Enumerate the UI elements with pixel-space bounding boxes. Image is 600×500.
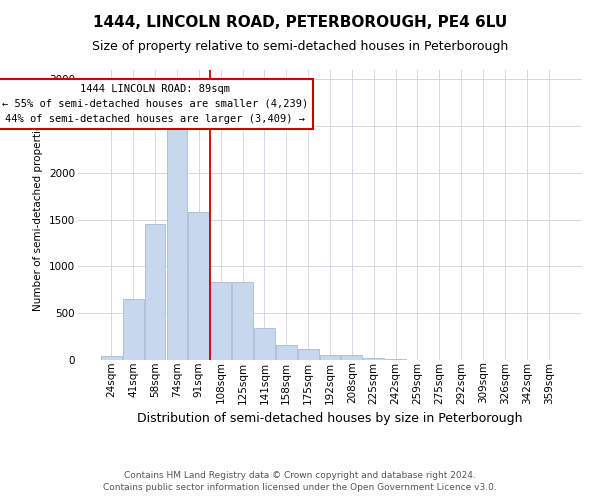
X-axis label: Distribution of semi-detached houses by size in Peterborough: Distribution of semi-detached houses by … — [137, 412, 523, 425]
Bar — [341, 355, 362, 360]
Bar — [167, 126, 187, 360]
Bar — [188, 212, 209, 360]
Bar — [145, 224, 166, 360]
Bar — [276, 344, 296, 360]
Bar — [123, 299, 143, 360]
Bar — [364, 358, 384, 360]
Bar — [298, 349, 319, 360]
Y-axis label: Number of semi-detached properties: Number of semi-detached properties — [34, 118, 43, 312]
Text: 1444, LINCOLN ROAD, PETERBOROUGH, PE4 6LU: 1444, LINCOLN ROAD, PETERBOROUGH, PE4 6L… — [93, 15, 507, 30]
Bar — [101, 356, 122, 360]
Bar — [232, 282, 253, 360]
Bar — [210, 282, 231, 360]
Bar — [320, 355, 340, 360]
Bar — [254, 328, 275, 360]
Text: Size of property relative to semi-detached houses in Peterborough: Size of property relative to semi-detach… — [92, 40, 508, 53]
Text: Contains HM Land Registry data © Crown copyright and database right 2024.
Contai: Contains HM Land Registry data © Crown c… — [103, 471, 497, 492]
Text: 1444 LINCOLN ROAD: 89sqm
← 55% of semi-detached houses are smaller (4,239)
44% o: 1444 LINCOLN ROAD: 89sqm ← 55% of semi-d… — [2, 84, 308, 124]
